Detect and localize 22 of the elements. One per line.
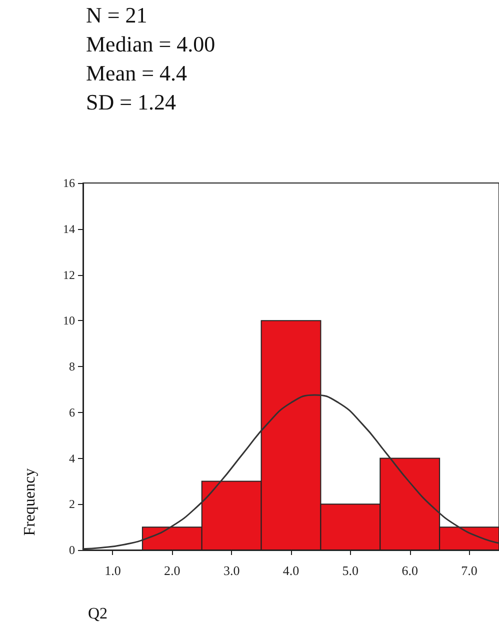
x-tick-label: 3.0 — [223, 563, 240, 578]
y-tick-label: 16 — [63, 176, 75, 190]
text: SD = 1.24 — [86, 90, 176, 114]
y-tick-label: 4 — [69, 451, 75, 466]
x-axis-title: Q2 — [88, 606, 108, 622]
text: Median = 4.00 — [86, 32, 216, 56]
x-tick-label: 1.0 — [104, 563, 121, 578]
y-tick-label: 2 — [69, 497, 75, 512]
x-tick-label: 5.0 — [342, 563, 359, 578]
y-tick-label: 10 — [63, 314, 75, 328]
text: N = 21 — [86, 2, 148, 28]
x-tick-label: 7.0 — [461, 563, 478, 578]
y-tick-label: 6 — [69, 405, 75, 420]
x-tick-label: 2.0 — [164, 563, 180, 578]
y-tick-label: 8 — [69, 360, 75, 374]
x-tick-label: 4.0 — [282, 563, 300, 578]
text: Mean = 4.4 — [86, 60, 187, 86]
y-tick-label: 14 — [63, 222, 75, 236]
y-axis-title: Frequency — [22, 468, 38, 536]
y-tick-label: 12 — [63, 268, 75, 282]
x-tick-label: 6.0 — [402, 563, 418, 578]
y-tick-label: 0 — [69, 543, 75, 557]
